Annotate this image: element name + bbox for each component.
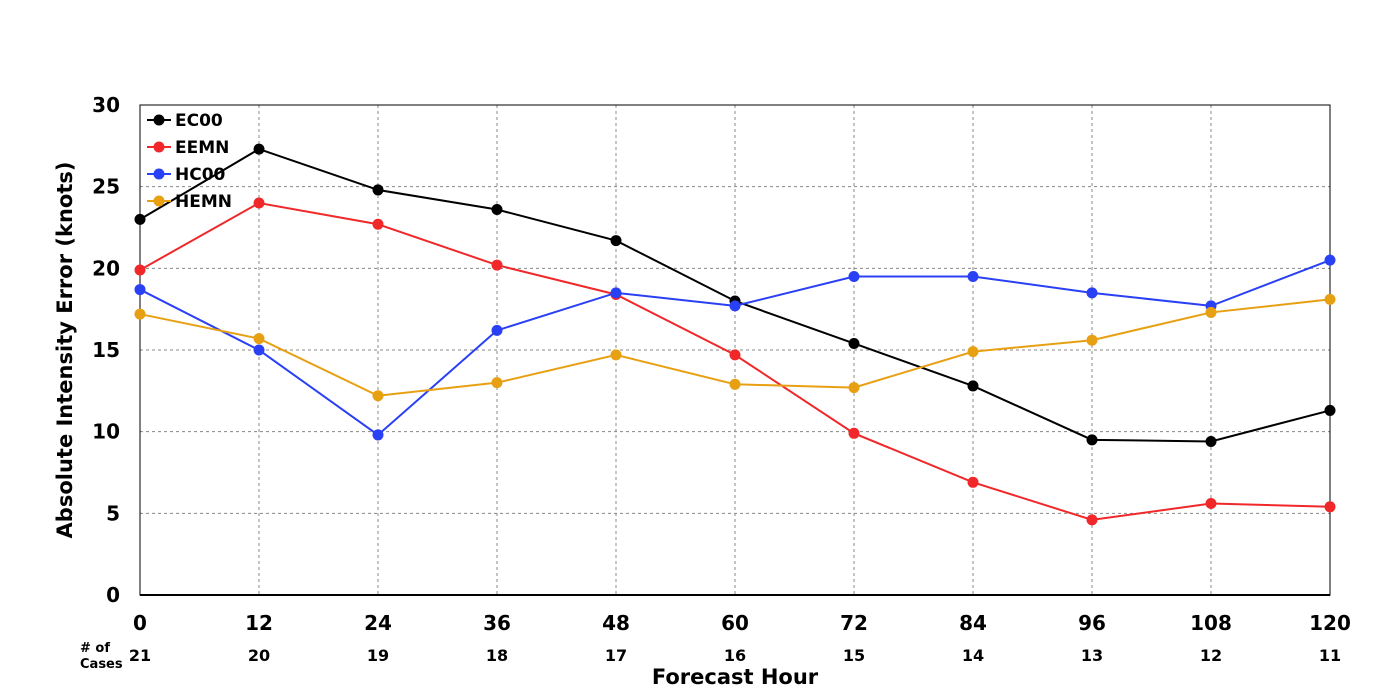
data-point [729, 378, 741, 390]
y-tick-label: 5 [106, 501, 120, 525]
legend-item: EEMN [147, 138, 229, 158]
x-tick-label: 120 [1309, 611, 1351, 635]
data-point [729, 300, 741, 312]
data-point [1324, 501, 1336, 513]
series-lines [134, 143, 1336, 526]
data-point [1086, 287, 1098, 299]
series-hemn [134, 293, 1336, 402]
x-tick-label: 108 [1190, 611, 1232, 635]
data-point [372, 429, 384, 441]
data-point [134, 213, 146, 225]
data-point [491, 259, 503, 271]
series-hc00 [134, 254, 1336, 441]
legend: EC00 EEMN HC00 HEMN [147, 111, 232, 212]
data-point [491, 324, 503, 336]
legend-item: HC00 [147, 165, 226, 185]
legend-item: EC00 [147, 111, 223, 131]
case-count: 19 [367, 646, 389, 665]
data-point [253, 333, 265, 345]
y-tick-label: 30 [92, 93, 120, 117]
case-count: 11 [1319, 646, 1341, 665]
x-axis-label: Forecast Hour [652, 665, 819, 689]
case-count: 16 [724, 646, 746, 665]
case-count: 21 [129, 646, 151, 665]
data-point [1324, 293, 1336, 305]
legend-label: EEMN [175, 138, 229, 158]
x-tick-label: 60 [721, 611, 749, 635]
case-count: 17 [605, 646, 627, 665]
data-point [1086, 514, 1098, 526]
legend-label: HC00 [175, 165, 226, 185]
legend-marker [153, 141, 165, 153]
x-tick-label: 12 [245, 611, 273, 635]
data-point [1205, 306, 1217, 318]
data-point [491, 377, 503, 389]
cases-label-line1: # of [80, 641, 110, 656]
legend-marker [153, 195, 165, 207]
data-point [372, 184, 384, 196]
cases-label-line2: Cases [80, 657, 123, 672]
case-count: 13 [1081, 646, 1103, 665]
data-point [848, 271, 860, 282]
x-tick-label: 96 [1078, 611, 1106, 635]
data-point [848, 337, 860, 349]
data-point [610, 287, 622, 299]
x-tick-label: 24 [364, 611, 392, 635]
data-point [253, 197, 265, 209]
x-tick-label: 72 [840, 611, 868, 635]
data-point [967, 346, 979, 358]
data-point [372, 218, 384, 230]
x-tick-label: 84 [959, 611, 987, 635]
legend-label: HEMN [175, 192, 232, 212]
data-point [967, 271, 979, 282]
series-eemn [134, 197, 1336, 526]
data-point [134, 308, 146, 320]
case-count: 15 [843, 646, 865, 665]
data-point [372, 390, 384, 402]
data-point [1324, 254, 1336, 266]
data-point [729, 349, 741, 361]
series-line [139, 148, 1331, 443]
data-point [491, 204, 503, 216]
case-count: 14 [962, 646, 984, 665]
data-point [967, 380, 979, 392]
y-tick-label: 10 [92, 420, 120, 444]
data-point [1205, 498, 1217, 510]
case-counts: # of Cases 21 20 19 18 17 16 15 14 13 12 11 [80, 641, 1341, 672]
data-point [1086, 334, 1098, 346]
data-point [610, 235, 622, 247]
y-axis-label: Absolute Intensity Error (knots) [53, 162, 77, 539]
y-tick-label: 0 [106, 583, 120, 607]
data-point [848, 382, 860, 394]
legend-label: EC00 [175, 111, 223, 131]
case-count: 18 [486, 646, 508, 665]
y-tick-label: 15 [92, 338, 120, 362]
data-point [1205, 435, 1217, 447]
data-point [1324, 404, 1336, 416]
x-tick-label: 48 [602, 611, 630, 635]
legend-marker [153, 114, 165, 126]
data-point [967, 476, 979, 488]
legend-item: HEMN [147, 192, 232, 212]
data-point [610, 349, 622, 361]
y-tick-label: 25 [92, 175, 120, 199]
data-point [848, 427, 860, 439]
x-tick-labels: 0 12 24 36 48 60 72 84 96 108 120 [133, 611, 1351, 635]
case-count: 12 [1200, 646, 1222, 665]
legend-marker [153, 168, 165, 180]
data-point [253, 344, 265, 356]
y-tick-label: 20 [92, 256, 120, 280]
case-count: 20 [248, 646, 270, 665]
x-tick-label: 0 [133, 611, 147, 635]
data-point [134, 264, 146, 276]
data-point [134, 284, 146, 296]
x-tick-label: 36 [483, 611, 511, 635]
data-point [1086, 434, 1098, 446]
data-point [253, 143, 265, 155]
y-tick-labels: 0 5 10 15 20 25 30 [92, 93, 120, 607]
